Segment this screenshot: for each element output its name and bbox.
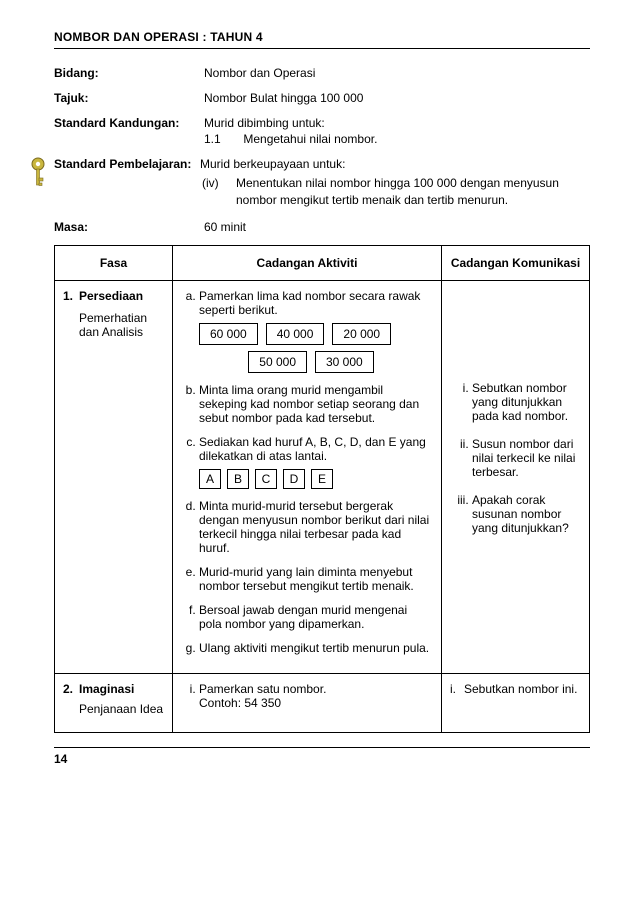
kom2-i: Sebutkan nombor ini. (464, 682, 577, 696)
activity-d: Minta murid-murid tersebut bergerak deng… (199, 499, 433, 555)
activity-i-sub: Contoh: 54 350 (199, 696, 281, 710)
letter-card: C (255, 469, 277, 489)
activity-a: Pamerkan lima kad nombor secara rawak se… (199, 289, 433, 373)
meta-standard-pembelajaran: Standard Pembelajaran: Murid berkeupayaa… (54, 156, 590, 208)
letter-card: B (227, 469, 249, 489)
table-row: 2. Imaginasi Penjanaan Idea Pamerkan sat… (55, 674, 590, 733)
sp-number: (iv) (200, 175, 236, 209)
masa-value: 60 minit (204, 219, 590, 236)
th-fasa: Fasa (55, 246, 173, 281)
masa-label: Masa: (54, 219, 204, 236)
tajuk-value: Nombor Bulat hingga 100 000 (204, 90, 590, 107)
activity-i-text: Pamerkan satu nombor. (199, 682, 326, 696)
activity-b: Minta lima orang murid mengambil sekepin… (199, 383, 433, 425)
sk-label: Standard Kandungan: (54, 115, 204, 149)
footer-rule (54, 747, 590, 748)
page-number: 14 (54, 752, 590, 766)
table-row: 1. Persediaan Pemerhatian dan Analisis P… (55, 281, 590, 674)
meta-tajuk: Tajuk: Nombor Bulat hingga 100 000 (54, 90, 590, 107)
number-card: 40 000 (266, 323, 325, 345)
number-card: 30 000 (315, 351, 374, 373)
tajuk-label: Tajuk: (54, 90, 204, 107)
fasa2-sub: Penjanaan Idea (63, 702, 164, 716)
sp-intro: Murid berkeupayaan untuk: (200, 157, 345, 171)
lesson-table: Fasa Cadangan Aktiviti Cadangan Komunika… (54, 245, 590, 733)
bidang-label: Bidang: (54, 65, 204, 82)
activity-a-text: Pamerkan lima kad nombor secara rawak se… (199, 289, 420, 317)
number-card: 20 000 (332, 323, 391, 345)
th-kom: Cadangan Komunikasi (442, 246, 590, 281)
doc-header: NOMBOR DAN OPERASI : TAHUN 4 (54, 30, 590, 44)
meta-standard-kandungan: Standard Kandungan: Murid dibimbing untu… (54, 115, 590, 149)
fasa1-num: 1. (63, 289, 79, 303)
sk-number: 1.1 (204, 131, 240, 148)
header-rule (54, 48, 590, 49)
sp-label: Standard Pembelajaran: (54, 156, 204, 208)
activity-e: Murid-murid yang lain diminta menyebut n… (199, 565, 433, 593)
meta-bidang: Bidang: Nombor dan Operasi (54, 65, 590, 82)
activity-i: Pamerkan satu nombor. Contoh: 54 350 (199, 682, 433, 710)
th-aktiviti: Cadangan Aktiviti (173, 246, 442, 281)
fasa2-title: Imaginasi (79, 682, 134, 696)
kom-ii: Susun nombor dari nilai terkecil ke nila… (472, 437, 581, 479)
letter-card: A (199, 469, 221, 489)
key-icon (30, 156, 52, 195)
meta-masa: Masa: 60 minit (54, 219, 590, 236)
sk-text: Mengetahui nilai nombor. (243, 132, 377, 146)
fasa1-title: Persediaan (79, 289, 143, 303)
fasa2-num: 2. (63, 682, 79, 696)
letter-card: D (283, 469, 305, 489)
kom2-marker: i. (450, 682, 464, 696)
kom-i: Sebutkan nombor yang ditunjukkan pada ka… (472, 381, 581, 423)
activity-g: Ulang aktiviti mengikut tertib menurun p… (199, 641, 433, 655)
activity-c: Sediakan kad huruf A, B, C, D, dan E yan… (199, 435, 433, 489)
activity-f: Bersoal jawab dengan murid mengenai pola… (199, 603, 433, 631)
sk-intro: Murid dibimbing untuk: (204, 115, 590, 132)
kom-iii: Apakah corak susunan nombor yang ditunju… (472, 493, 581, 535)
bidang-value: Nombor dan Operasi (204, 65, 590, 82)
number-card: 60 000 (199, 323, 258, 345)
letter-card: E (311, 469, 333, 489)
activity-c-text: Sediakan kad huruf A, B, C, D, dan E yan… (199, 435, 426, 463)
number-card: 50 000 (248, 351, 307, 373)
fasa1-sub: Pemerhatian dan Analisis (63, 311, 164, 339)
sp-text: Menentukan nilai nombor hingga 100 000 d… (236, 175, 590, 209)
